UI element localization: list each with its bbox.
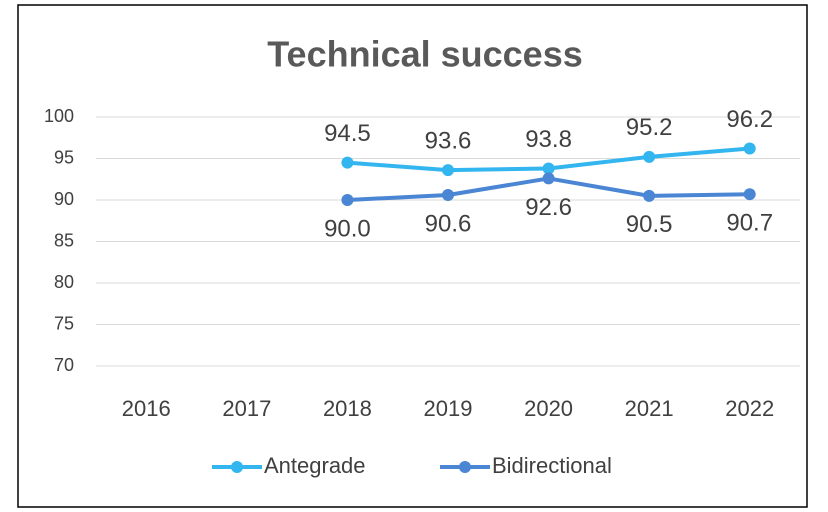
data-label: 93.8 (525, 126, 572, 153)
data-label: 92.6 (525, 194, 572, 221)
legend-label: Antegrade (264, 453, 366, 478)
x-tick-label: 2021 (625, 396, 674, 421)
legend-marker (459, 461, 471, 473)
data-label: 96.2 (726, 106, 773, 133)
legend-marker (231, 461, 243, 473)
data-label: 93.6 (425, 127, 472, 154)
data-label: 90.0 (324, 215, 371, 242)
data-point (341, 156, 354, 169)
data-point (743, 188, 756, 201)
y-tick-label: 85 (54, 230, 74, 250)
x-tick-label: 2018 (323, 396, 372, 421)
y-tick-label: 75 (54, 313, 74, 333)
y-tick-label: 70 (54, 355, 74, 375)
chart-title: Technical success (267, 34, 583, 75)
x-tick-label: 2016 (122, 396, 171, 421)
data-point (341, 194, 354, 206)
data-point (643, 150, 656, 163)
data-point (442, 164, 454, 177)
y-tick-label: 80 (54, 272, 74, 292)
chart-frame (17, 4, 808, 508)
data-label: 90.6 (425, 210, 472, 237)
y-tick-label: 90 (54, 189, 74, 209)
y-tick-label: 100 (44, 106, 74, 126)
x-tick-label: 2019 (424, 396, 473, 421)
x-tick-label: 2017 (222, 396, 271, 421)
x-tick-label: 2020 (524, 396, 573, 421)
data-label: 90.7 (726, 210, 773, 237)
y-tick-label: 95 (54, 147, 74, 167)
data-label: 90.5 (626, 211, 673, 238)
data-point (643, 189, 656, 202)
data-label: 95.2 (626, 114, 673, 141)
legend-label: Bidirectional (492, 453, 612, 478)
data-point (442, 189, 454, 202)
x-tick-label: 2022 (725, 396, 774, 421)
data-point (542, 172, 555, 185)
data-label: 94.5 (324, 120, 371, 147)
data-point (743, 142, 756, 155)
data-point (542, 162, 555, 175)
